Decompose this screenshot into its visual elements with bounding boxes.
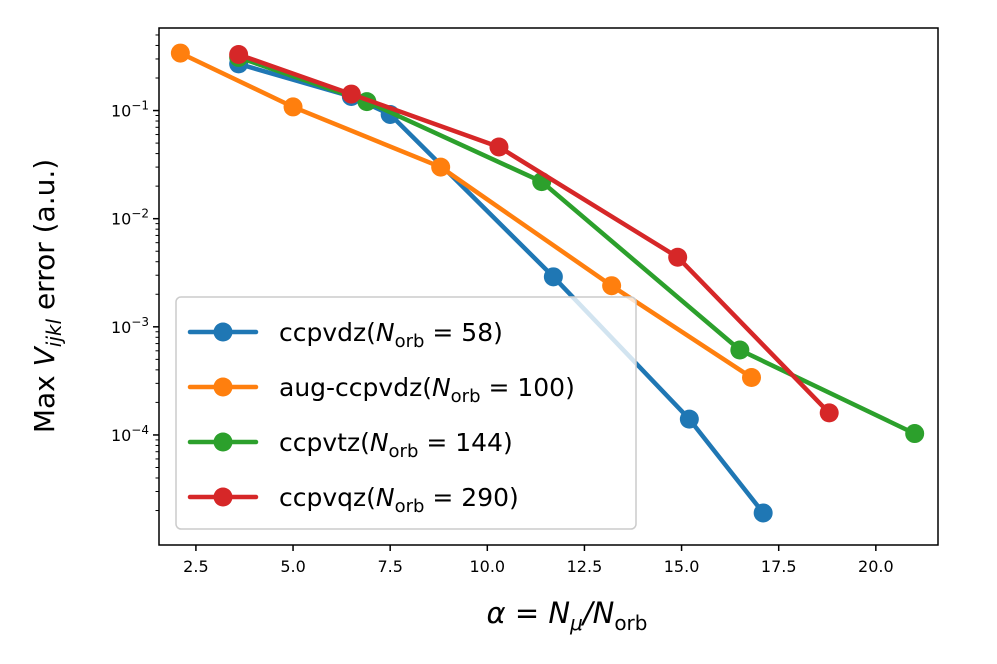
x-tick-label: 7.5	[377, 557, 402, 576]
data-point-aug-ccpvdz	[602, 276, 622, 296]
x-tick-label: 17.5	[761, 557, 797, 576]
plot-frame	[158, 27, 939, 546]
data-point-ccpvtz	[730, 340, 750, 360]
legend-entry-ccpvqz: ccpvqz(Norb = 290)	[187, 483, 519, 517]
legend-swatch-marker	[213, 322, 233, 342]
data-point-aug-ccpvdz	[170, 43, 190, 63]
legend-swatch-marker	[213, 432, 233, 452]
y-axis-title: Max Vijkl error (a.u.)	[28, 159, 66, 433]
legend-label: ccpvdz(Norb = 58)	[279, 318, 503, 352]
ticks-layer: 2.5 5.0 7.5 10.0 12.5 15.0 17.5 20.0 10−1 10−2 10−…	[111, 34, 894, 576]
x-tick-label: 2.5	[183, 557, 208, 576]
series-aug-ccpvdz	[170, 43, 762, 387]
data-point-ccpvqz	[341, 84, 361, 104]
data-point-ccpvtz	[905, 424, 925, 444]
legend-entry-ccpvdz: ccpvdz(Norb = 58)	[187, 318, 503, 352]
data-point-ccpvqz	[229, 44, 249, 64]
legend: ccpvdz(Norb = 58) aug-ccpvdz(Norb = 100) c…	[175, 296, 637, 530]
x-tick-label: 15.0	[664, 557, 700, 576]
data-point-ccpvdz	[753, 503, 773, 523]
legend-entry-aug-ccpvdz: aug-ccpvdz(Norb = 100)	[187, 373, 575, 407]
data-point-ccpvqz	[668, 247, 688, 267]
y-tick-label: 10−2	[111, 207, 149, 229]
data-point-ccpvqz	[819, 403, 839, 423]
data-point-ccpvqz	[489, 137, 509, 157]
x-tick-label: 12.5	[567, 557, 603, 576]
data-point-ccpvdz	[543, 267, 563, 287]
legend-swatch-marker	[213, 377, 233, 397]
legend-label: ccpvqz(Norb = 290)	[279, 483, 519, 517]
x-tick-label: 5.0	[280, 557, 305, 576]
data-point-ccpvdz	[679, 409, 699, 429]
data-point-aug-ccpvdz	[742, 367, 762, 387]
series-ccpvqz	[229, 44, 839, 423]
legend-entry-ccpvtz: ccpvtz(Norb = 144)	[187, 428, 513, 462]
data-point-aug-ccpvdz	[283, 97, 303, 117]
x-tick-label: 10.0	[469, 557, 505, 576]
legend-frame	[175, 296, 637, 530]
legend-label: ccpvtz(Norb = 144)	[279, 428, 513, 462]
legend-swatch-marker	[213, 487, 233, 507]
y-tick-label: 10−4	[111, 423, 149, 445]
legend-label: aug-ccpvdz(Norb = 100)	[279, 373, 575, 407]
series-layer	[170, 43, 925, 523]
x-tick-label: 20.0	[858, 557, 894, 576]
y-tick-label: 10−3	[111, 315, 149, 337]
y-tick-label: 10−1	[111, 99, 149, 121]
x-axis-title: α = Nμ/Norb	[487, 596, 648, 635]
data-point-aug-ccpvdz	[431, 157, 451, 177]
